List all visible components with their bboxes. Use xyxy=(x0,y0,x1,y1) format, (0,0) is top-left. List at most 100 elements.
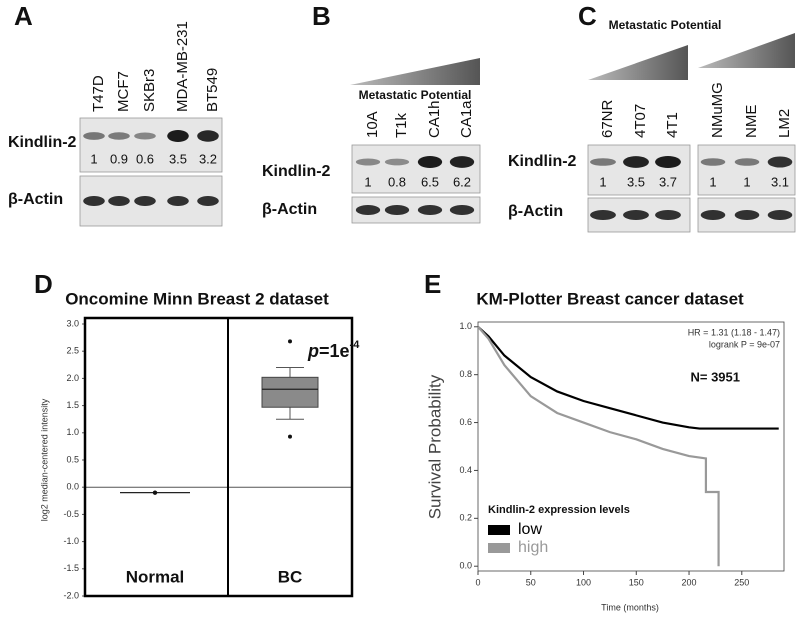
band xyxy=(355,158,381,166)
lane-label: LM2 xyxy=(776,109,793,138)
plot-frame xyxy=(83,316,354,598)
lane-label: CA1a xyxy=(458,100,475,138)
quant-label: 0.8 xyxy=(388,174,406,189)
annotation: N= 3951 xyxy=(690,369,740,384)
quant-label: 1 xyxy=(743,174,750,189)
y-tick-label: 1.0 xyxy=(66,427,79,437)
band xyxy=(590,210,616,220)
y-axis-label: log2 median-centered intensity xyxy=(39,398,49,521)
box xyxy=(261,376,319,408)
row-label: β-Actin xyxy=(8,191,63,208)
band xyxy=(700,158,726,166)
band xyxy=(449,205,475,215)
y-tick-label: 1.5 xyxy=(66,400,79,410)
chart-title: KM-Plotter Breast cancer dataset xyxy=(476,289,744,308)
lane-label: NMuMG xyxy=(709,82,726,138)
annotation: HR = 1.31 (1.18 - 1.47) xyxy=(688,327,780,337)
band xyxy=(767,156,793,168)
band xyxy=(417,205,443,215)
x-tick-label: 150 xyxy=(629,577,644,587)
x-tick-label: 0 xyxy=(475,577,480,587)
x-tick-label: 250 xyxy=(734,577,749,587)
band xyxy=(384,158,410,166)
band xyxy=(700,210,726,220)
panel-label: A xyxy=(14,1,33,31)
band xyxy=(623,210,649,220)
panel-label: D xyxy=(34,269,53,299)
band xyxy=(167,196,189,206)
band xyxy=(197,196,219,206)
annotation: p=1e-4 xyxy=(307,339,360,361)
band xyxy=(83,196,105,206)
survival-curve xyxy=(477,326,720,567)
quant-label: 1 xyxy=(90,151,97,166)
lane-label: 67NR xyxy=(599,99,616,138)
annotation-part: =1e xyxy=(319,341,350,361)
blot xyxy=(587,144,691,196)
plot-frame xyxy=(477,321,785,572)
band xyxy=(108,132,130,140)
y-tick-label: 0.4 xyxy=(459,465,472,475)
lane-label: CA1h xyxy=(426,100,443,138)
band xyxy=(655,156,681,168)
y-tick-label: -2.0 xyxy=(63,590,79,600)
band xyxy=(134,132,156,140)
x-category-label: Normal xyxy=(126,567,185,586)
lane-label: MCF7 xyxy=(115,71,132,112)
quant-label: 1 xyxy=(709,174,716,189)
band xyxy=(590,158,616,166)
quant-label: 1 xyxy=(364,174,371,189)
chart-title: Oncomine Minn Breast 2 dataset xyxy=(65,289,329,308)
y-tick-label: 0.0 xyxy=(459,561,472,571)
y-tick-label: 2.0 xyxy=(66,373,79,383)
y-tick-label: -1.5 xyxy=(63,563,79,573)
row-label: β-Actin xyxy=(262,201,317,218)
y-tick-label: 0.6 xyxy=(459,417,472,427)
band xyxy=(417,156,443,168)
y-tick-label: 3.0 xyxy=(66,318,79,328)
row-label: Kindlin-2 xyxy=(508,153,577,170)
x-axis-label: Time (months) xyxy=(601,602,659,612)
y-tick-label: 1.0 xyxy=(459,321,472,331)
band xyxy=(623,156,649,168)
legend-title: Kindlin-2 expression levels xyxy=(488,504,630,516)
band xyxy=(449,156,475,168)
annotation-part: -4 xyxy=(350,339,361,351)
gradient-triangle xyxy=(350,58,480,85)
y-tick-label: 0.8 xyxy=(459,369,472,379)
row-label: Kindlin-2 xyxy=(262,163,331,180)
legend-swatch xyxy=(488,543,510,553)
lane-label: 4T07 xyxy=(632,104,649,138)
lane-label: MDA-MB-231 xyxy=(174,21,191,112)
legend-swatch xyxy=(488,525,510,535)
outlier xyxy=(288,339,292,344)
lane-label: T1k xyxy=(393,112,410,138)
band xyxy=(108,196,130,206)
lane-label: T47D xyxy=(90,75,107,112)
gradient-triangle xyxy=(698,33,795,68)
survival-curve xyxy=(477,325,779,430)
blot xyxy=(697,144,796,196)
row-label: Kindlin-2 xyxy=(8,134,77,151)
header: Metastatic Potential xyxy=(609,18,722,32)
gradient-triangle xyxy=(588,45,688,80)
y-tick-label: 0.0 xyxy=(66,482,79,492)
lane-label: 10A xyxy=(364,111,381,138)
annotation-part: p xyxy=(307,341,319,361)
y-tick-label: 0.5 xyxy=(66,454,79,464)
quant-label: 3.7 xyxy=(659,174,677,189)
lane-label: BT549 xyxy=(204,68,221,112)
legend-label: high xyxy=(518,539,548,556)
quant-label: 3.2 xyxy=(199,151,217,166)
median xyxy=(152,490,158,495)
quant-label: 3.5 xyxy=(169,151,187,166)
panel-label: C xyxy=(578,1,597,31)
header: Metastatic Potential xyxy=(359,88,472,102)
panel-label: B xyxy=(312,1,331,31)
legend-label: low xyxy=(518,521,542,538)
band xyxy=(355,205,381,215)
y-tick-label: -0.5 xyxy=(63,509,79,519)
y-tick-label: 2.5 xyxy=(66,346,79,356)
lane-label: SKBr3 xyxy=(141,69,158,112)
